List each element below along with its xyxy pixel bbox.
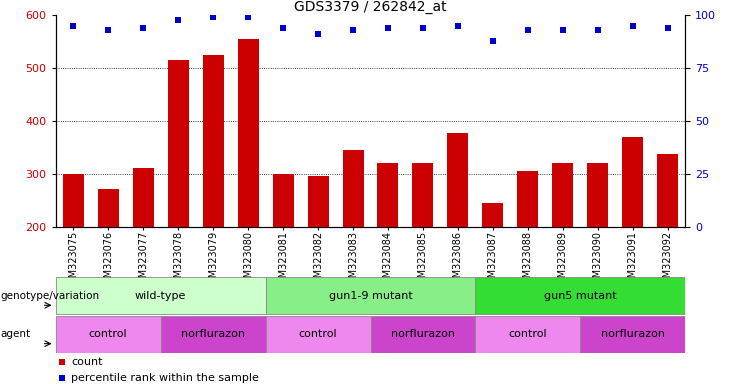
Point — [347, 27, 359, 33]
Bar — [98, 189, 119, 227]
Point — [56, 375, 68, 381]
Bar — [56, 316, 161, 353]
Text: control: control — [299, 329, 337, 339]
Bar — [377, 163, 399, 227]
Text: count: count — [71, 358, 103, 367]
Bar — [370, 316, 476, 353]
Text: norflurazon: norflurazon — [391, 329, 455, 339]
Point — [67, 23, 79, 29]
Point — [382, 25, 394, 31]
Bar — [202, 55, 224, 227]
Point — [487, 38, 499, 44]
Bar — [657, 154, 679, 227]
Bar — [588, 163, 608, 227]
Bar — [133, 169, 153, 227]
Text: wild-type: wild-type — [135, 291, 186, 301]
Title: GDS3379 / 262842_at: GDS3379 / 262842_at — [294, 0, 447, 14]
Bar — [167, 60, 188, 227]
Bar — [517, 171, 539, 227]
Bar — [56, 277, 265, 314]
Bar — [553, 163, 574, 227]
Bar — [476, 316, 580, 353]
Bar — [265, 316, 370, 353]
Point — [522, 27, 534, 33]
Text: gun5 mutant: gun5 mutant — [544, 291, 617, 301]
Bar — [482, 203, 503, 227]
Text: percentile rank within the sample: percentile rank within the sample — [71, 373, 259, 383]
Point — [172, 17, 184, 23]
Bar — [238, 39, 259, 227]
Text: control: control — [89, 329, 127, 339]
Point — [627, 23, 639, 29]
Bar — [308, 176, 328, 227]
Point — [452, 23, 464, 29]
Point — [137, 25, 149, 31]
Point — [557, 27, 569, 33]
Bar — [273, 174, 293, 227]
Bar — [62, 174, 84, 227]
Text: control: control — [508, 329, 548, 339]
Bar — [161, 316, 265, 353]
Text: genotype/variation: genotype/variation — [1, 291, 100, 301]
Text: norflurazon: norflurazon — [181, 329, 245, 339]
Bar — [342, 150, 364, 227]
Bar — [413, 163, 433, 227]
Text: agent: agent — [1, 329, 31, 339]
Point — [102, 27, 114, 33]
Point — [592, 27, 604, 33]
Point — [207, 14, 219, 20]
Bar — [448, 132, 468, 227]
Point — [662, 25, 674, 31]
Text: norflurazon: norflurazon — [601, 329, 665, 339]
Bar — [622, 137, 643, 227]
Bar — [580, 316, 685, 353]
Point — [242, 14, 254, 20]
Bar — [476, 277, 685, 314]
Bar — [265, 277, 476, 314]
Point — [312, 31, 324, 38]
Point — [277, 25, 289, 31]
Text: gun1-9 mutant: gun1-9 mutant — [328, 291, 413, 301]
Point — [56, 359, 68, 366]
Point — [417, 25, 429, 31]
